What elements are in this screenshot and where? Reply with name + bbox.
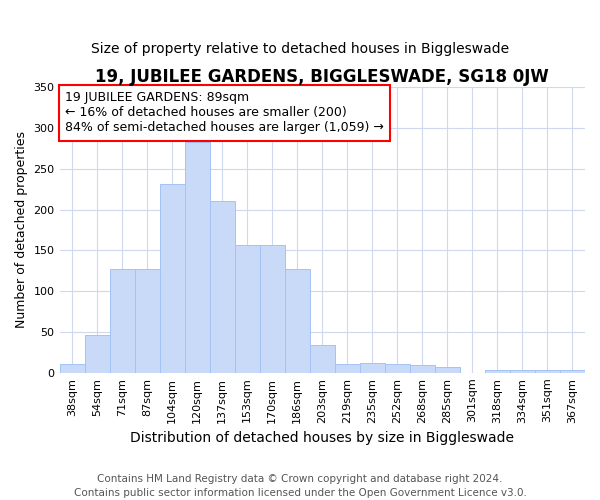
Text: 19 JUBILEE GARDENS: 89sqm
← 16% of detached houses are smaller (200)
84% of semi: 19 JUBILEE GARDENS: 89sqm ← 16% of detac… (65, 92, 383, 134)
Bar (59, 364, 85, 373)
Bar (510, 370, 535, 373)
Bar (285, 269, 310, 373)
Bar (185, 142, 209, 373)
Bar (235, 244, 260, 373)
Bar (385, 364, 410, 373)
Bar (85, 335, 110, 373)
Title: 19, JUBILEE GARDENS, BIGGLESWADE, SG18 0JW: 19, JUBILEE GARDENS, BIGGLESWADE, SG18 0… (95, 68, 549, 86)
Bar (160, 184, 185, 373)
Text: Contains HM Land Registry data © Crown copyright and database right 2024.
Contai: Contains HM Land Registry data © Crown c… (74, 474, 526, 498)
Bar (209, 202, 235, 373)
Text: Size of property relative to detached houses in Biggleswade: Size of property relative to detached ho… (91, 42, 509, 56)
Y-axis label: Number of detached properties: Number of detached properties (15, 132, 28, 328)
Bar (260, 244, 285, 373)
Bar (134, 269, 160, 373)
Bar (485, 370, 510, 373)
Bar (310, 345, 335, 373)
Bar (435, 367, 460, 373)
Bar (335, 364, 360, 373)
Bar (110, 269, 134, 373)
Bar (410, 366, 435, 373)
Bar (535, 370, 560, 373)
Bar (360, 363, 385, 373)
Bar (560, 370, 585, 373)
X-axis label: Distribution of detached houses by size in Biggleswade: Distribution of detached houses by size … (130, 431, 514, 445)
